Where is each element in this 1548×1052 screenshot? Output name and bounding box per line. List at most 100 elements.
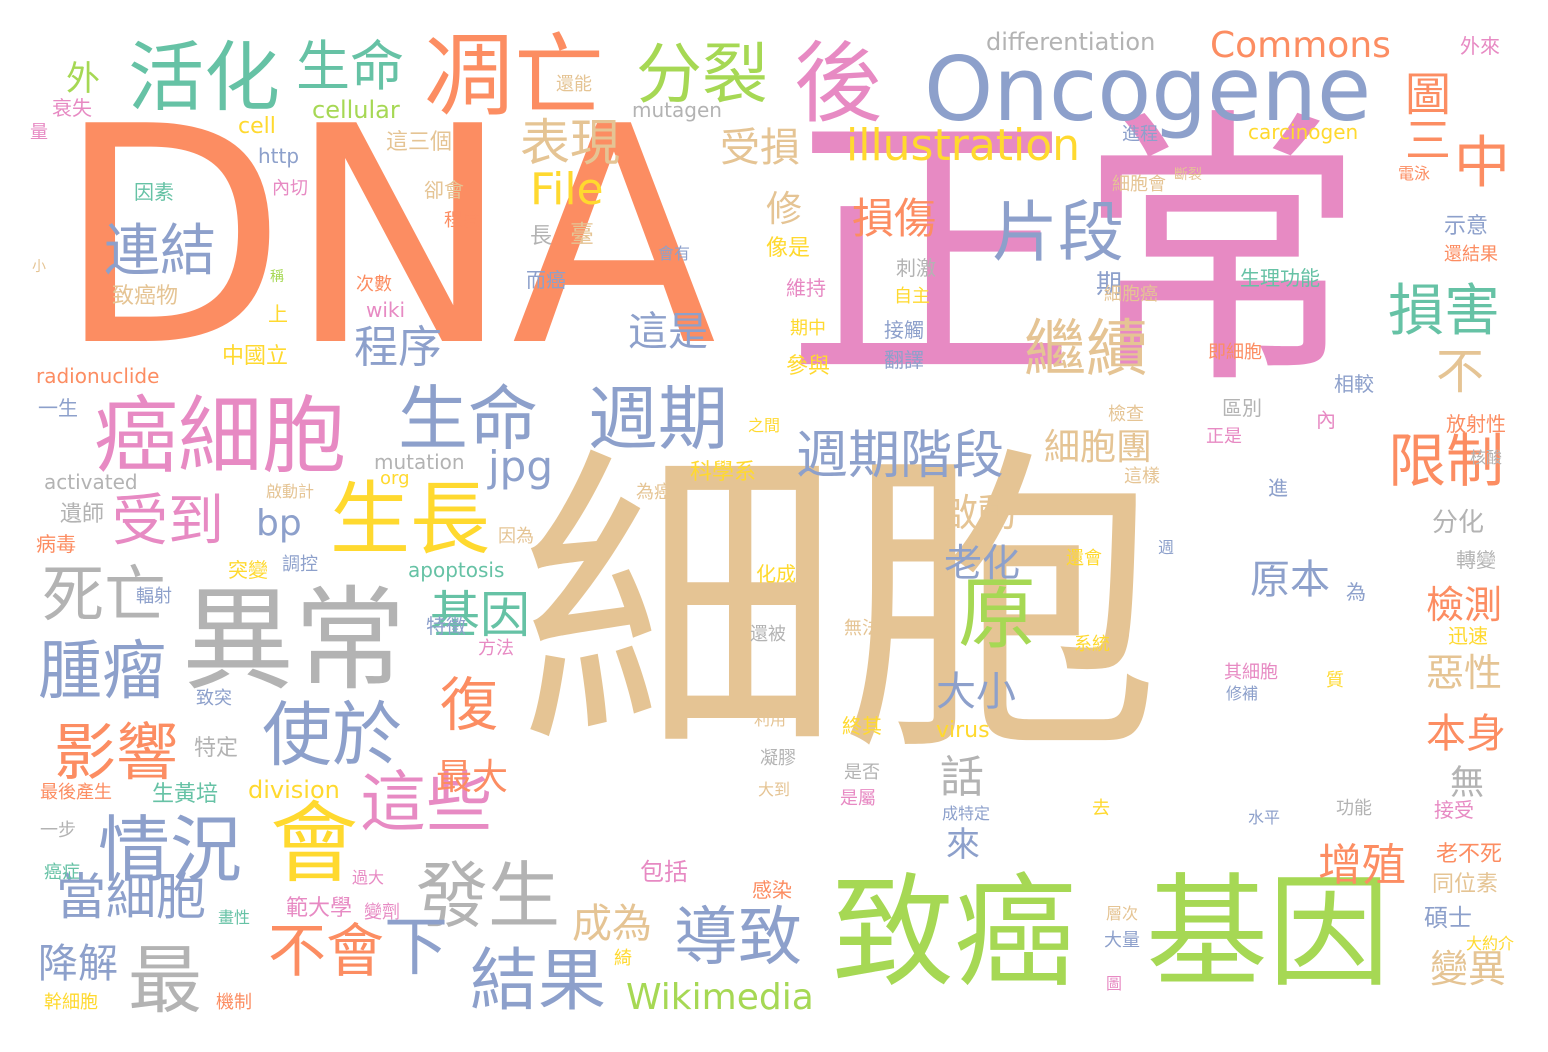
word: File: [530, 164, 604, 215]
word: 增殖: [1318, 840, 1406, 891]
word: 損傷: [852, 194, 937, 243]
word: 導致: [674, 901, 802, 975]
word: 之間: [748, 416, 781, 435]
word: mutagen: [632, 98, 722, 122]
word: 稱: [270, 269, 284, 285]
word: 還能: [556, 74, 592, 95]
word: 同位素: [1432, 872, 1499, 897]
word: 終其: [842, 714, 882, 738]
word: 生理功能: [1240, 266, 1320, 290]
word: 凝膠: [760, 748, 796, 769]
word: 即細胞: [1208, 342, 1262, 363]
word: 週期: [588, 378, 728, 460]
word: 話: [940, 752, 984, 803]
word: 癌症: [44, 862, 80, 883]
word: 碩士: [1424, 904, 1472, 932]
word: 基因: [1146, 862, 1390, 1004]
word: 幹細胞: [44, 992, 98, 1013]
word: 檢查: [1108, 404, 1144, 425]
word: 限制: [1388, 427, 1505, 495]
word: 調控: [282, 554, 318, 575]
word: 程序: [354, 322, 442, 373]
word: 圖: [1106, 974, 1123, 993]
word: 細胞癌: [1104, 284, 1158, 305]
word: 還結果: [1444, 244, 1498, 265]
word: 化成: [756, 562, 796, 586]
word: 斷裂: [1174, 167, 1202, 183]
word: virus: [936, 718, 990, 743]
word: 大量: [1104, 930, 1140, 951]
word: 影響: [54, 716, 179, 789]
word: 功能: [1336, 798, 1372, 819]
word: 週: [1158, 538, 1175, 557]
word: 質: [1326, 670, 1344, 691]
word: 期: [1096, 270, 1123, 300]
word: 不會: [268, 917, 385, 985]
word: 自主: [894, 286, 930, 307]
word: 去: [1092, 798, 1110, 819]
word: 連結: [104, 219, 216, 284]
word: 是屬: [840, 788, 876, 809]
word: 異常: [182, 576, 406, 706]
word: 正是: [1206, 426, 1242, 447]
word: 修補: [1226, 684, 1259, 703]
word: activated: [44, 470, 138, 494]
word: 其細胞: [1224, 662, 1278, 683]
word: http: [258, 144, 300, 168]
word: 這樣: [1124, 466, 1160, 487]
word: 臺: [570, 220, 594, 248]
word: 正常: [786, 86, 1366, 423]
word: 維持: [786, 276, 826, 300]
word: 損害: [1388, 279, 1500, 344]
word: bp: [256, 503, 302, 544]
word: apoptosis: [408, 558, 505, 582]
word: 大小: [936, 669, 1016, 715]
word: 衰失: [52, 96, 92, 120]
word: Oncogene: [924, 38, 1372, 141]
word: 表現: [520, 114, 620, 172]
word: 而癌: [526, 268, 566, 292]
word: 分裂: [636, 36, 768, 113]
word: carcinogen: [1248, 120, 1359, 144]
word: 片段: [992, 194, 1124, 271]
word: 程度: [444, 210, 480, 231]
word: radionuclide: [36, 364, 160, 388]
word: 綺: [614, 948, 632, 969]
word: 來: [946, 825, 980, 865]
word: 腫瘤: [38, 635, 166, 709]
word: 基因: [430, 586, 530, 644]
word: cellular: [312, 96, 400, 124]
word: 機制: [216, 992, 252, 1013]
word: 成為: [572, 901, 652, 947]
word: 次數: [356, 274, 392, 295]
word: 突變: [228, 558, 268, 582]
word: 致癌物: [112, 284, 179, 309]
word: 後: [794, 32, 883, 135]
word: Wikimedia: [626, 977, 814, 1018]
word: 中國立: [222, 344, 289, 369]
word: 為癌: [636, 482, 672, 503]
word: 輻射: [136, 586, 172, 607]
word: 檢測: [1426, 583, 1503, 627]
word: 進程: [1122, 124, 1158, 145]
word: 無法: [844, 618, 880, 639]
word: 無: [1450, 763, 1484, 803]
word: 生命: [398, 378, 538, 460]
word: illustration: [846, 120, 1081, 171]
word: 中: [1454, 131, 1510, 196]
word: 修: [766, 189, 803, 230]
word: 接受: [1434, 798, 1474, 822]
word: 這些: [360, 764, 492, 841]
word: 繼續: [1024, 312, 1149, 385]
word: Commons: [1210, 25, 1391, 66]
word: 不: [1436, 344, 1485, 400]
word: 生黃培: [152, 782, 219, 807]
word: 接觸: [884, 318, 924, 342]
word: 受到: [112, 489, 224, 554]
word: 還會: [1066, 548, 1102, 569]
word: 系統: [1074, 634, 1110, 655]
word: 為: [1346, 580, 1366, 604]
word: 當細胞: [56, 868, 206, 926]
word: division: [248, 776, 340, 804]
word: 成特定: [942, 804, 991, 823]
